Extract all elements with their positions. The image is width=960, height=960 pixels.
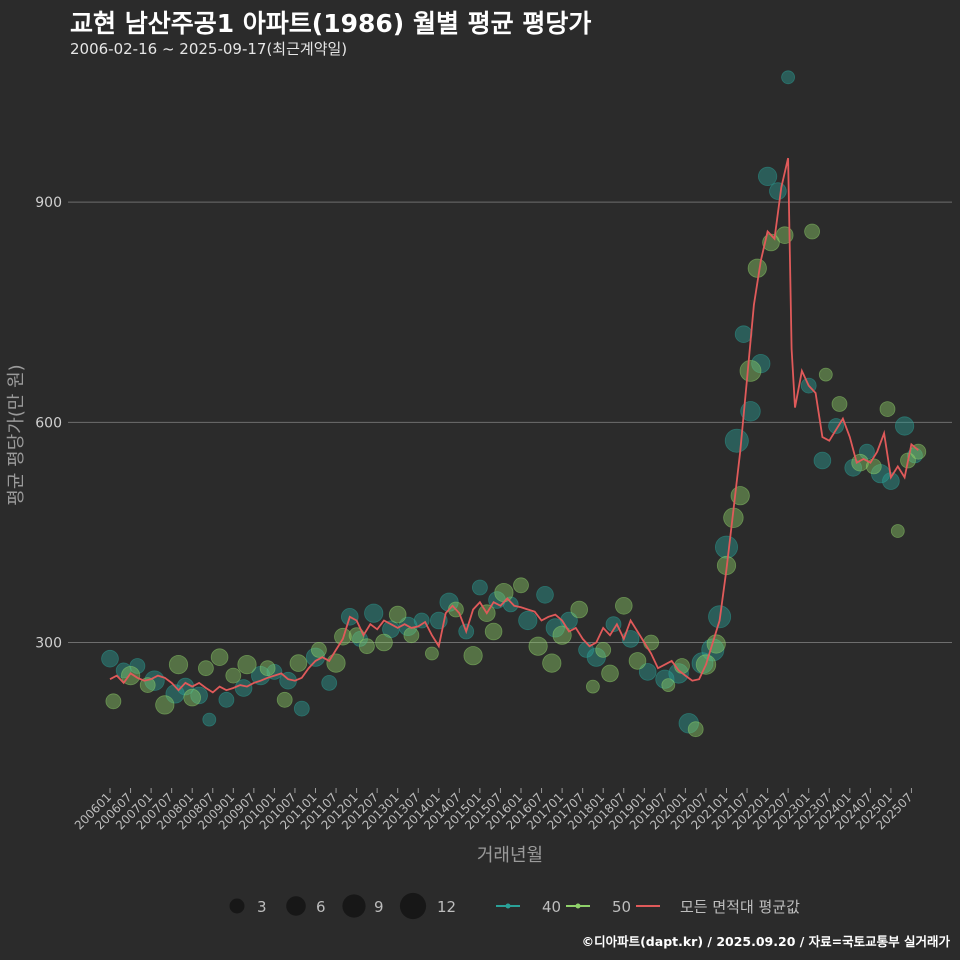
legend: 3 6 9 12 40 50 모든 면적대 평균값 <box>229 892 800 920</box>
scatter-point-50 <box>831 396 848 412</box>
scatter-point-50 <box>879 401 896 418</box>
scatter-point-40 <box>364 603 384 623</box>
scatter-point-50 <box>259 660 276 677</box>
scatter-point-40 <box>129 658 146 674</box>
scatter-point-50 <box>595 642 612 658</box>
scatter-point-40 <box>190 686 208 705</box>
scatter-point-50 <box>775 226 794 245</box>
scatter-point-40 <box>740 401 761 422</box>
scatter-point-50 <box>494 582 514 603</box>
scatter-point-50 <box>747 258 767 278</box>
scatter-point-40 <box>218 691 235 708</box>
scatter-point-50 <box>358 638 375 655</box>
scatter-point-50 <box>552 625 572 645</box>
scatter-point-50 <box>513 577 529 594</box>
scatter-point-40 <box>101 649 119 668</box>
y-tick-label: 600 <box>35 415 62 431</box>
scatter-point-40 <box>202 712 217 727</box>
scatter-points <box>101 70 927 738</box>
scatter-point-50 <box>289 654 308 672</box>
scatter-point-50 <box>687 721 704 738</box>
scatter-point-40 <box>518 610 538 631</box>
scatter-point-50 <box>804 223 820 240</box>
scatter-point-50 <box>484 622 503 641</box>
chart-subtitle: 2006-02-16 ~ 2025-09-17(최근계약일) <box>70 40 348 58</box>
scatter-point-50 <box>542 653 562 673</box>
scatter-point-50 <box>818 367 833 382</box>
scatter-point-50 <box>225 667 242 684</box>
chart-title: 교현 남산주공1 아파트(1986) 월별 평균 평당가 <box>70 9 592 38</box>
scatter-point-50 <box>375 633 393 652</box>
x-axis-title: 거래년월 <box>477 845 543 866</box>
source-caption: ©디아파트(dapt.kr) / 2025.09.20 / 자료=국토교통부 실… <box>581 934 950 949</box>
scatter-point-40 <box>621 630 640 648</box>
legend-series-dot <box>505 903 511 909</box>
scatter-point-50 <box>674 658 690 674</box>
scatter-point-50 <box>168 654 189 675</box>
scatter-point-50 <box>210 648 229 666</box>
scatter-point-40 <box>536 585 554 604</box>
scatter-point-50 <box>276 691 293 708</box>
scatter-point-40 <box>859 443 875 460</box>
scatter-point-40 <box>638 663 657 681</box>
legend-size-label: 12 <box>437 898 456 916</box>
scatter-point-50 <box>310 642 327 658</box>
scatter-point-50 <box>661 678 676 692</box>
legend-size-circle <box>229 898 245 914</box>
scatter-point-40 <box>769 182 787 200</box>
scatter-point-40 <box>781 70 795 85</box>
x-axis-ticks: 2006012006072007012007072008012008072009… <box>72 788 916 833</box>
y-tick-label: 300 <box>35 636 62 652</box>
scatter-point-50 <box>105 693 122 710</box>
average-line <box>109 157 919 694</box>
legend-series-label: 40 <box>542 898 561 916</box>
scatter-point-40 <box>305 647 326 667</box>
scatter-point-50 <box>237 654 257 675</box>
scatter-point-40 <box>471 579 488 596</box>
legend-size-circle <box>342 894 366 918</box>
scatter-point-40 <box>293 700 310 717</box>
scatter-point-50 <box>586 679 600 694</box>
legend-size-label: 9 <box>374 898 384 916</box>
legend-size-label: 3 <box>257 898 267 916</box>
scatter-point-50 <box>155 695 175 715</box>
y-tick-labels: 300 600 900 <box>35 195 62 651</box>
scatter-point-50 <box>528 636 548 656</box>
scatter-point-40 <box>502 596 519 613</box>
scatter-point-50 <box>388 605 407 624</box>
legend-series-label: 50 <box>612 898 631 916</box>
scatter-point-50 <box>628 652 647 670</box>
scatter-point-50 <box>403 627 420 644</box>
scatter-point-50 <box>570 600 588 619</box>
legend-size-circle <box>286 896 306 916</box>
legend-series-dot <box>575 903 581 909</box>
scatter-point-50 <box>463 646 483 666</box>
scatter-point-40 <box>321 675 338 691</box>
scatter-point-50 <box>183 688 202 707</box>
scatter-point-50 <box>601 664 619 683</box>
scatter-point-50 <box>424 646 439 661</box>
scatter-point-40 <box>894 416 915 436</box>
gridlines <box>68 201 952 644</box>
scatter-point-40 <box>757 166 778 186</box>
scatter-point-40 <box>734 325 753 344</box>
legend-series-label: 모든 면적대 평균값 <box>680 898 800 916</box>
scatter-point-40 <box>605 616 622 633</box>
scatter-point-40 <box>813 451 832 470</box>
scatter-point-50 <box>326 653 346 673</box>
scatter-point-50 <box>643 634 659 651</box>
scatter-point-50 <box>739 359 762 382</box>
y-tick-label: 900 <box>35 195 62 211</box>
scatter-point-40 <box>724 428 749 453</box>
legend-size-label: 6 <box>316 898 326 916</box>
scatter-point-50 <box>614 596 633 615</box>
legend-size-circle <box>399 892 427 920</box>
scatter-point-50 <box>197 660 214 677</box>
scatter-point-50 <box>890 524 905 538</box>
y-axis-title: 평균 평당가(만 원) <box>6 364 27 505</box>
scatter-point-40 <box>668 663 689 684</box>
scatter-point-40 <box>715 535 739 559</box>
scatter-point-40 <box>678 713 700 734</box>
